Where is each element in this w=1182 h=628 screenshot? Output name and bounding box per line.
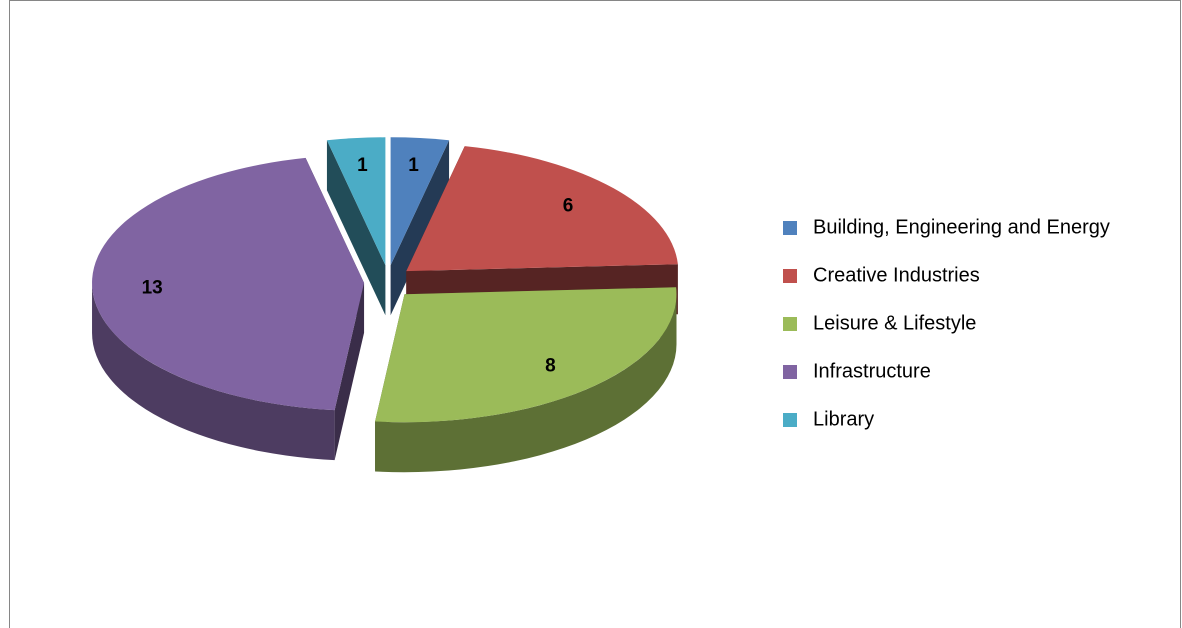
slice (390, 137, 450, 266)
legend-label: Creative Industries (813, 264, 980, 286)
pie-tops (92, 137, 678, 423)
legend-label: Building, Engineering and Energy (813, 216, 1110, 238)
slice (92, 157, 365, 411)
slice (406, 146, 678, 272)
data-label: 6 (563, 196, 574, 217)
legend-swatch (783, 317, 797, 331)
legend: Building, Engineering and Energy Creative… (783, 216, 1110, 430)
slice-wall (334, 282, 365, 461)
data-label: 8 (545, 356, 556, 377)
legend-label: Library (813, 408, 874, 430)
data-label: 13 (142, 277, 163, 298)
slice (326, 137, 386, 266)
legend-swatch (783, 221, 797, 235)
data-label: 1 (357, 155, 368, 176)
legend-swatch (783, 413, 797, 427)
legend-label: Infrastructure (813, 360, 931, 382)
slice-wall (326, 140, 386, 316)
slice (375, 287, 677, 423)
legend-label: Leisure & Lifestyle (813, 312, 976, 334)
legend-swatch (783, 269, 797, 283)
slice-side (375, 294, 677, 473)
data-label: 1 (408, 155, 419, 176)
data-labels: 1 6 8 13 1 (142, 155, 574, 377)
slice-side (92, 282, 335, 461)
legend-swatch (783, 365, 797, 379)
slice-wall (390, 140, 450, 316)
